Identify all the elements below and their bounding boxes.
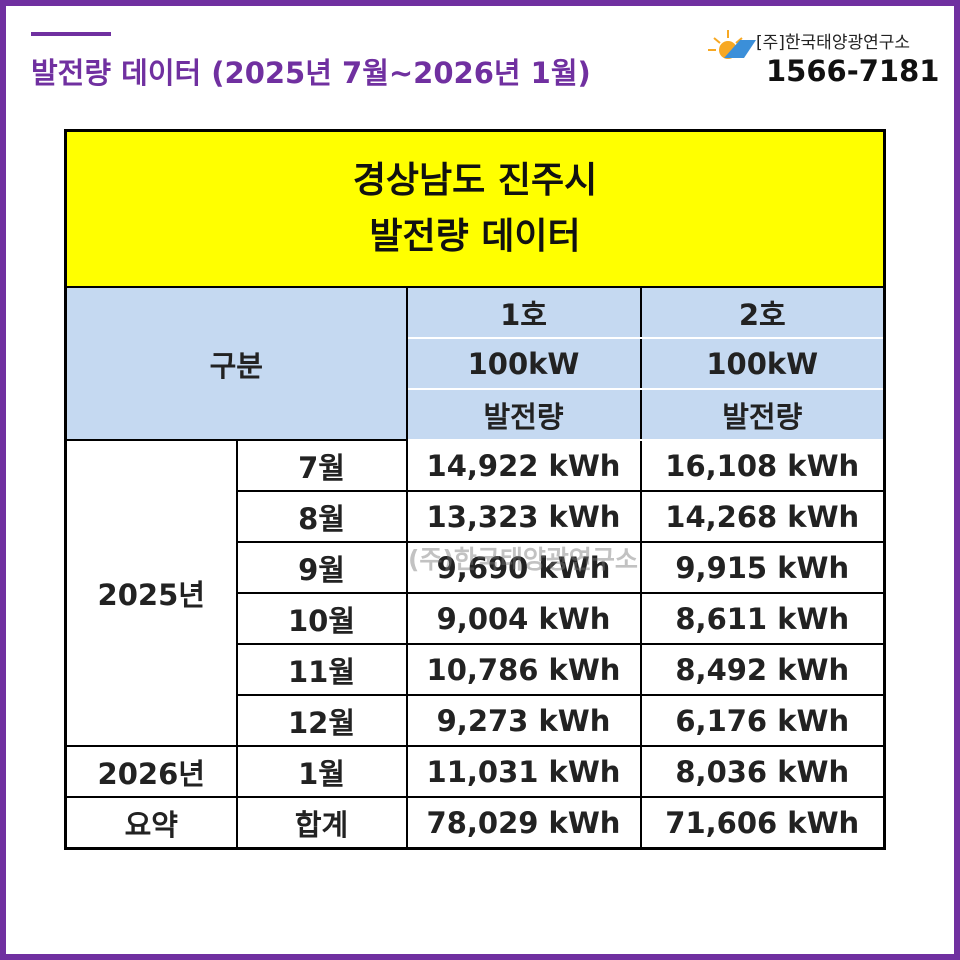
logo — [708, 30, 756, 59]
value-cell: 14,268 kWh — [639, 490, 886, 543]
value-cell: 6,176 kWh — [639, 694, 886, 747]
cell-text: 합계 — [294, 807, 349, 842]
table-row: 발전량 발전량 — [66, 388, 886, 441]
table-row: 2025년 7월 14,922 kWh 16,108 kWh — [64, 439, 886, 747]
cell-text: 2호 — [738, 297, 786, 332]
value-cell: 8,492 kWh — [639, 643, 886, 696]
cell-text: 9,690 kWh — [436, 550, 611, 585]
cell-text: 16,108 kWh — [665, 448, 860, 483]
header-metric: 발전량 — [405, 388, 642, 441]
title-line: 경상남도 진주시 — [352, 160, 598, 201]
cell-text: 발전량 — [722, 399, 803, 434]
title-line: 발전량 데이터 — [369, 216, 581, 257]
cell-text: 78,029 kWh — [426, 805, 621, 840]
value-cell: 9,690 kWh — [405, 541, 642, 594]
company-name: [주]한국태양광연구소 — [756, 33, 911, 53]
cell-text: 구분 — [209, 348, 263, 383]
table-row: 10월 9,004 kWh 8,611 kWh — [66, 592, 886, 645]
cell-text: 8,036 kWh — [675, 754, 850, 789]
table-row: 8월 13,323 kWh 14,268 kWh — [66, 490, 886, 543]
cell-text: 2025년 — [97, 578, 205, 612]
header-unit: 1호 — [405, 286, 642, 339]
cell-text: 9월 — [298, 552, 345, 587]
value-cell: 9,915 kWh — [639, 541, 886, 594]
value-cell: 11,031 kWh — [405, 745, 642, 798]
month-cell: 12월 — [235, 694, 408, 747]
header-label: 구분 — [64, 286, 408, 441]
cell-text: 9,273 kWh — [436, 703, 611, 738]
table-row: 100kW 100kW — [66, 337, 886, 390]
header-capacity: 100kW — [639, 337, 886, 390]
cell-text: 1호 — [500, 297, 547, 332]
cell-text: 요약 — [124, 807, 178, 842]
cell-text: 6,176 kWh — [675, 703, 850, 738]
value-cell: 13,323 kWh — [405, 490, 642, 543]
value-cell: 71,606 kWh — [639, 796, 886, 850]
cell-text: 13,323 kWh — [426, 499, 621, 534]
value-cell: 8,611 kWh — [639, 592, 886, 645]
cell-text: 10,786 kWh — [426, 652, 621, 687]
cell-text: 9,915 kWh — [675, 550, 850, 585]
value-cell: 14,922 kWh — [405, 439, 642, 492]
table-row: 요약 합계 78,029 kWh 71,606 kWh — [64, 796, 886, 850]
month-cell: 9월 — [235, 541, 408, 594]
cell-text: 100kW — [467, 346, 580, 381]
cell-text: 발전량 — [483, 399, 564, 434]
cell-text: 8,611 kWh — [675, 601, 850, 636]
cell-text: 12월 — [287, 705, 356, 740]
cell-text: 8월 — [298, 501, 345, 536]
month-cell: 7월 — [235, 439, 408, 492]
cell-text: 14,268 kWh — [665, 499, 860, 534]
cell-text: 11월 — [287, 654, 356, 689]
year-cell: 2026년 — [64, 745, 238, 798]
table-row: 12월 9,273 kWh 6,176 kWh — [66, 694, 886, 747]
table-row: 구분 1호 2호 — [64, 286, 886, 441]
cell-text: 8,492 kWh — [675, 652, 850, 687]
cell-text: 2026년 — [97, 756, 205, 791]
cell-text: 11,031 kWh — [426, 754, 621, 789]
cell-text: 9,004 kWh — [436, 601, 611, 636]
accent-bar — [31, 32, 111, 36]
cell-text: 7월 — [298, 450, 345, 485]
value-cell: 16,108 kWh — [639, 439, 886, 492]
phone-number: 1566-7181 — [766, 54, 940, 88]
month-cell: 8월 — [235, 490, 408, 543]
month-cell: 11월 — [235, 643, 408, 696]
page-title: 발전량 데이터 (2025년 7월~2026년 1월) — [31, 56, 591, 90]
cell-text: 71,606 kWh — [665, 805, 860, 840]
table-row: 2026년 1월 11,031 kWh 8,036 kWh — [64, 745, 886, 798]
cell-text: 100kW — [706, 346, 819, 381]
value-cell: 9,004 kWh — [405, 592, 642, 645]
value-cell: 9,273 kWh — [405, 694, 642, 747]
cell-text: 1월 — [298, 756, 345, 791]
header-capacity: 100kW — [405, 337, 642, 390]
header-unit: 2호 — [639, 286, 886, 339]
table-row: 9월 9,690 kWh 9,915 kWh — [66, 541, 886, 594]
cell-text: 14,922 kWh — [426, 448, 621, 483]
month-cell: 합계 — [235, 796, 408, 850]
cell-text: 10월 — [287, 603, 356, 638]
year-cell: 요약 — [64, 796, 238, 850]
header-metric: 발전량 — [639, 388, 886, 441]
value-cell: 8,036 kWh — [639, 745, 886, 798]
value-cell: 10,786 kWh — [405, 643, 642, 696]
year-cell: 2025년 — [64, 439, 238, 747]
value-cell: 78,029 kWh — [405, 796, 642, 850]
month-cell: 10월 — [235, 592, 408, 645]
watermark: (주)한국태양광연구소 — [408, 545, 638, 574]
table-row: 11월 10,786 kWh 8,492 kWh — [66, 643, 886, 696]
month-cell: 1월 — [235, 745, 408, 798]
